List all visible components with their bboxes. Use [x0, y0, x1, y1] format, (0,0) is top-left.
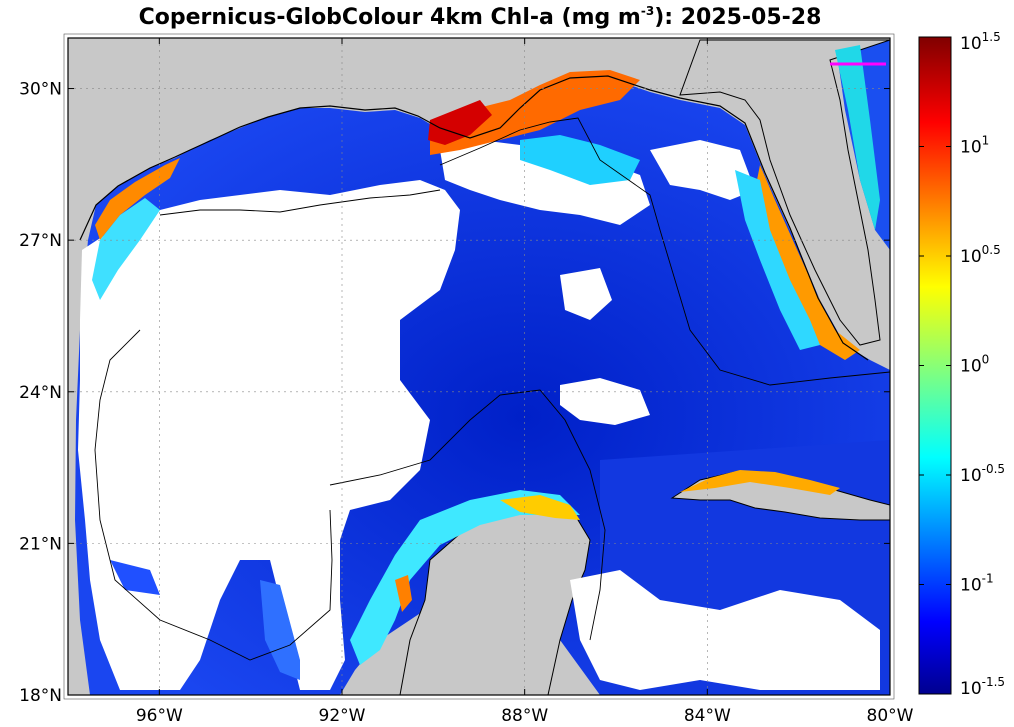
high-chl-veracruz — [395, 575, 412, 612]
mid-chl-texas — [92, 198, 160, 300]
title-suffix: ): 2025-05-28 — [654, 5, 821, 30]
eez-boundary-mex — [329, 389, 606, 641]
lon-tick-label: 80°W — [867, 706, 914, 726]
lon-tick-label: 88°W — [501, 706, 548, 726]
mid-chl-florida — [735, 170, 820, 350]
no-data-patch-east — [650, 140, 755, 200]
colorbar-ticks: 101.5 101 100.5 100 10-0.5 10-1 10-1.5 — [919, 30, 1005, 699]
map-grid — [68, 38, 890, 695]
mid-chl-mississippi — [520, 135, 640, 185]
title-exponent: -3 — [641, 4, 654, 18]
mid-chl-patch-sw — [260, 580, 300, 680]
lat-tick-label: 21°N — [19, 534, 62, 554]
colorbar-tick-label: 100 — [960, 353, 989, 377]
lat-tick-label: 30°N — [19, 80, 62, 100]
colorbar-tick-label: 101 — [960, 134, 989, 158]
map-frame — [67, 37, 891, 696]
eez-boundary-inner — [159, 189, 441, 216]
colorbar-tick-label: 100.5 — [960, 243, 1001, 267]
high-chl-campeche — [500, 495, 580, 520]
lat-tick-label: 24°N — [19, 383, 62, 403]
high-chl-texas — [95, 158, 180, 240]
florida-land — [679, 39, 890, 346]
colorbar-tick-label: 101.5 — [960, 30, 1001, 54]
lon-tick-label: 92°W — [319, 706, 366, 726]
lat-tick-label: 27°N — [19, 231, 62, 251]
atlantic-coastal-chl — [835, 45, 880, 230]
very-high-chl-delta — [428, 100, 492, 145]
colorbar-tick-label: 10-1.5 — [960, 675, 1005, 699]
title-prefix: Copernicus-GlobColour 4km Chl-a (mg m — [139, 5, 641, 30]
no-data-patch-center — [560, 378, 650, 425]
no-data-west — [78, 180, 460, 690]
colorbar-tick-label: 10-1 — [960, 572, 994, 596]
coastline — [79, 75, 869, 361]
map-axes: 96°W 92°W 88°W 84°W 80°W 30°N 27°N 24°N 21°N 18°N — [19, 38, 914, 726]
no-data-patch-center2 — [560, 268, 612, 320]
colorbar — [918, 36, 952, 695]
eez-boundary-west — [94, 329, 333, 661]
map-outer-frame — [63, 33, 895, 700]
figure-title: Copernicus-GlobColour 4km Chl-a (mg m-3)… — [139, 4, 822, 30]
mid-chl-patch-w — [110, 560, 160, 595]
high-chl-cuba — [680, 470, 840, 495]
lon-tick-label: 96°W — [136, 706, 183, 726]
no-data-patch-caribbean — [570, 570, 880, 690]
eez-boundary-us — [439, 117, 890, 386]
map-panel — [68, 38, 890, 695]
lon-tick-label: 84°W — [684, 706, 731, 726]
colorbar-tick-label: 10-0.5 — [960, 462, 1005, 486]
lat-tick-label: 18°N — [19, 686, 62, 706]
